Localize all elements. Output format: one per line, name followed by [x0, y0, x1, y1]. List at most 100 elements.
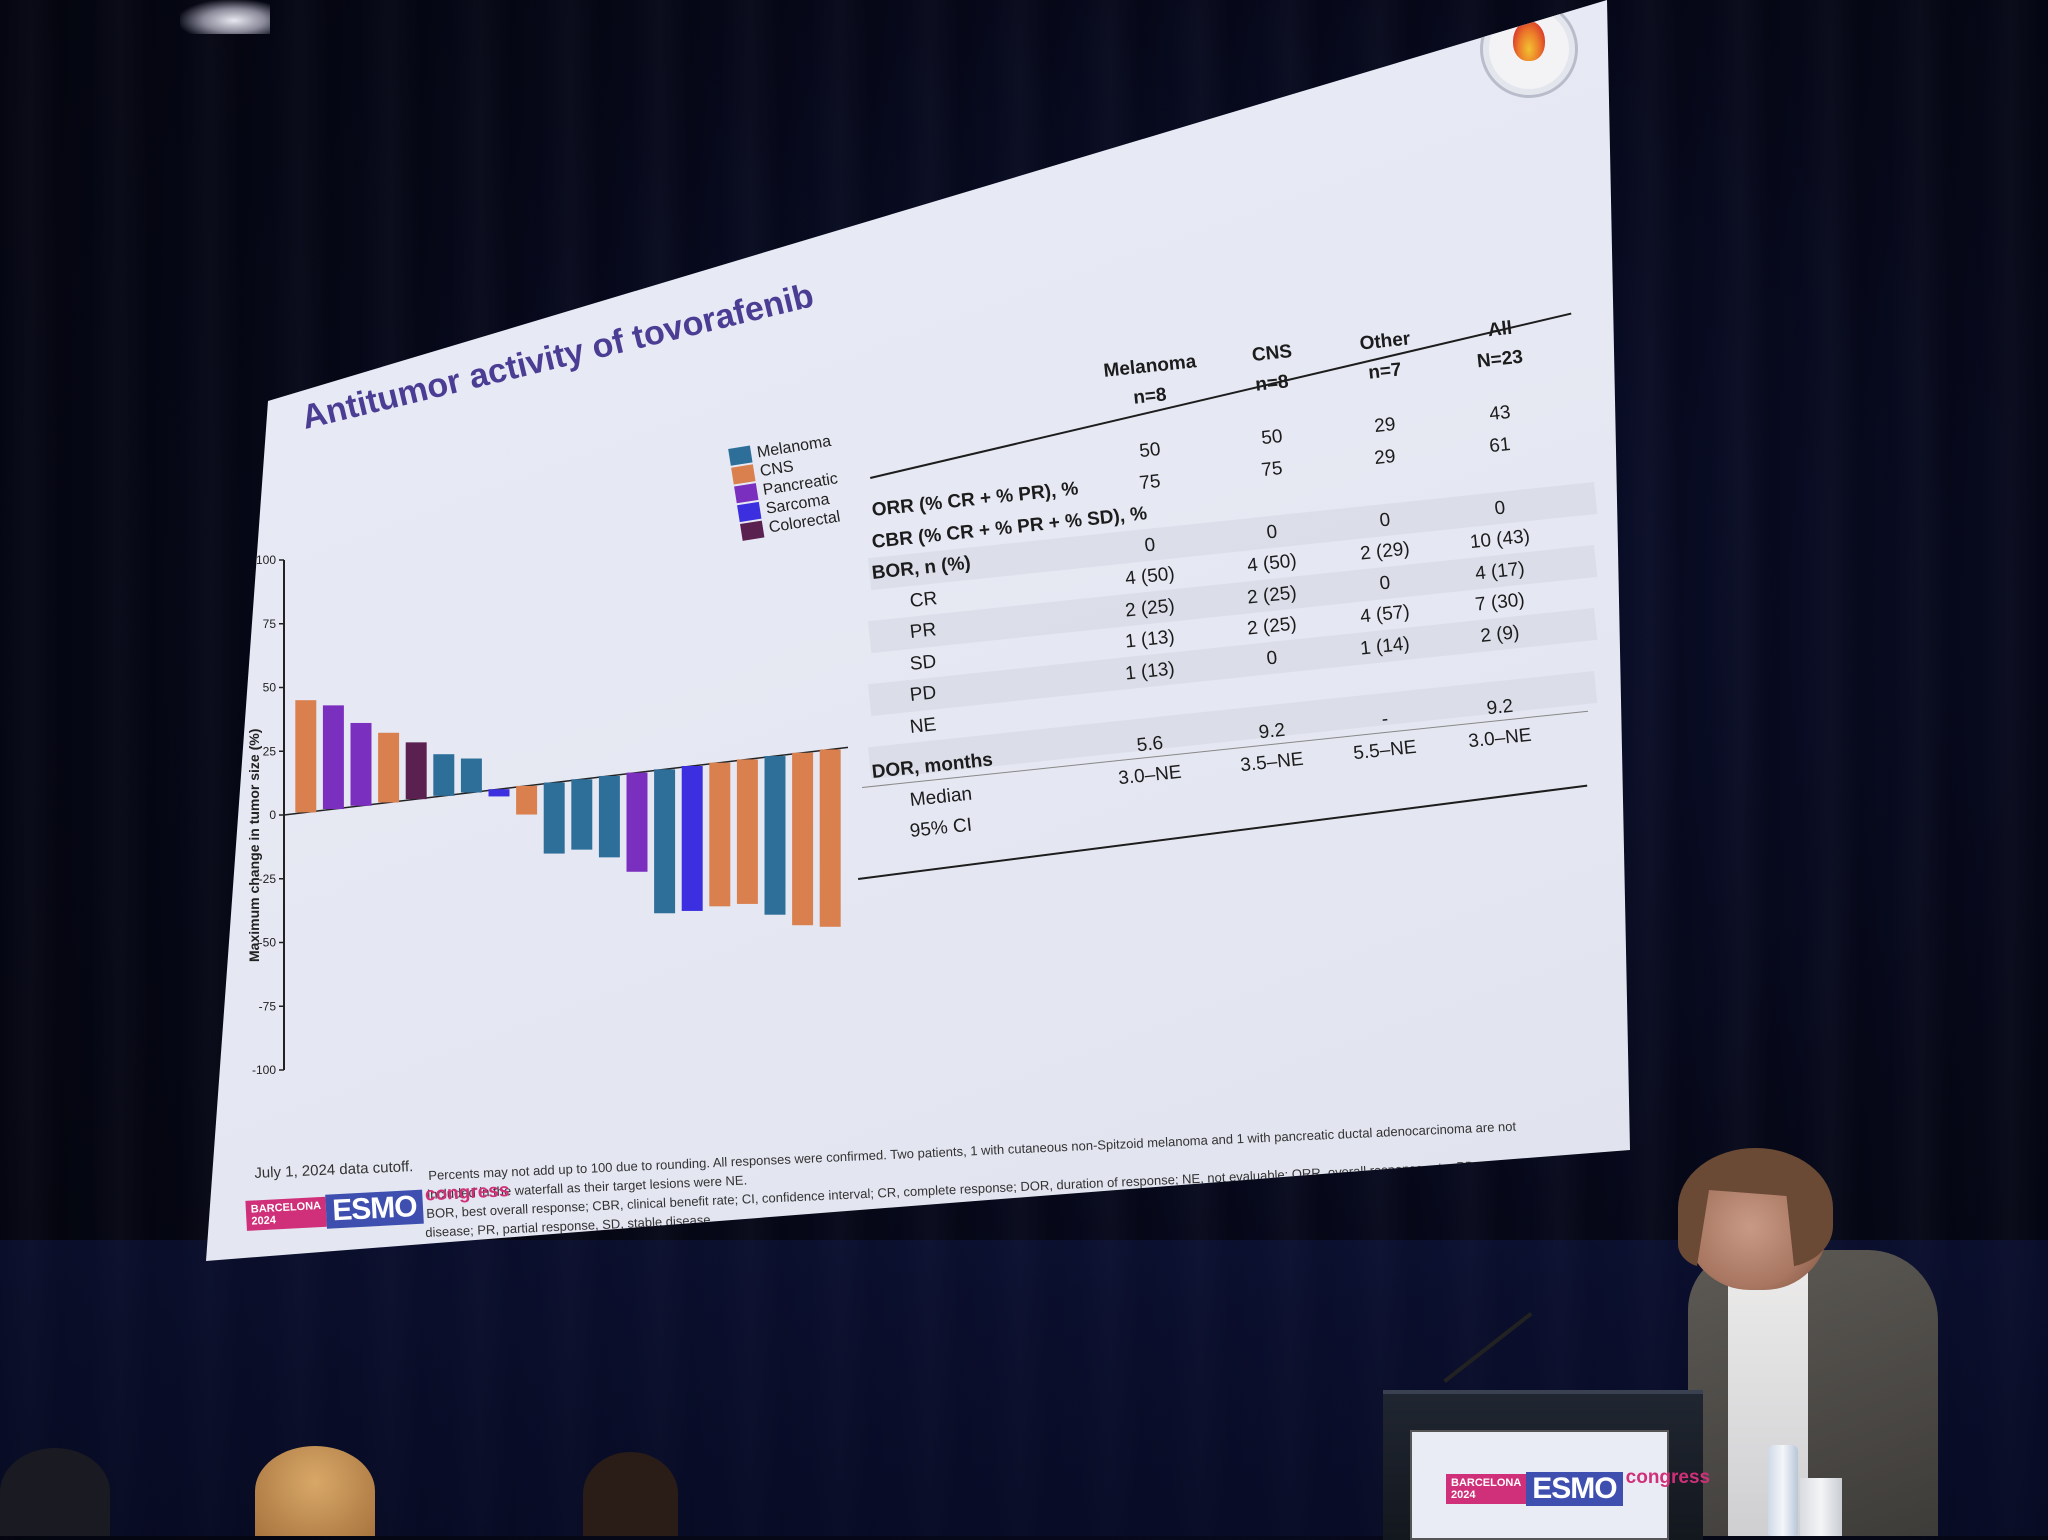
row-label: SD [908, 650, 938, 675]
y-tick-label: -50 [259, 936, 277, 950]
row-label: PR [908, 619, 938, 644]
column-header: Melanoma [1102, 351, 1198, 382]
y-tick-label: 75 [263, 617, 277, 631]
legend-swatch [728, 445, 753, 466]
column-n: n=8 [1132, 384, 1168, 409]
table-cell: 2 (25) [1124, 594, 1176, 622]
table-cell: 3.0–NE [1467, 724, 1533, 753]
table-cell: 4 (50) [1124, 563, 1176, 590]
table-top-rule [870, 312, 1572, 479]
ceiling-lamp [180, 0, 270, 34]
y-tick-label: -75 [259, 999, 277, 1013]
column-n: n=8 [1254, 371, 1290, 396]
table-cell: 1 (13) [1124, 626, 1176, 653]
table-cell: 75 [1260, 457, 1284, 481]
table-cell: 10 (43) [1468, 526, 1531, 554]
legend-swatch [740, 520, 765, 541]
column-header: CNS [1250, 341, 1293, 367]
waterfall-bar [571, 779, 593, 850]
table-row-band [867, 671, 1598, 779]
table-cell: 43 [1488, 402, 1512, 426]
table-cell: 1 (13) [1124, 657, 1176, 685]
table-cell: 2 (25) [1246, 582, 1298, 609]
table-cell: 5.6 [1135, 732, 1165, 756]
table-cell: 4 (17) [1474, 558, 1526, 585]
legend-swatch [737, 501, 762, 523]
audience-head-2 [255, 1446, 375, 1536]
table-cell: 2 (25) [1246, 613, 1298, 640]
waterfall-bar [709, 762, 731, 907]
waterfall-bar [764, 756, 786, 915]
chart-legend: Melanoma CNS Pancreatic Sarcoma Colorectal [728, 432, 845, 542]
table-cell: 29 [1373, 445, 1397, 469]
waterfall-bar [488, 789, 510, 797]
table-cell: 0 [1493, 497, 1507, 520]
row-label: BOR, n (%) [870, 552, 972, 584]
waterfall-bar [598, 775, 620, 858]
podium-esmo-logo: BARCELONA 2024 ESMO congress [1446, 1467, 1710, 1506]
water-bottle [1768, 1445, 1798, 1536]
table-cell: 7 (30) [1474, 589, 1526, 616]
column-n: N=23 [1475, 346, 1524, 373]
waterfall-bar [322, 705, 344, 810]
table-mid-rule [862, 710, 1589, 788]
waterfall-bar [819, 749, 841, 927]
table-cell: 3.5–NE [1239, 748, 1305, 777]
table-row-band [867, 482, 1598, 590]
table-cell: 75 [1138, 470, 1162, 494]
row-label: 95% CI [908, 814, 974, 843]
y-tick-label: -100 [252, 1063, 276, 1077]
esmo-mark: ESMO [325, 1189, 424, 1229]
y-tick-label: -25 [259, 872, 277, 886]
row-label: PD [908, 682, 938, 707]
table-cell: 1 (14) [1359, 633, 1411, 660]
waterfall-bar [792, 752, 814, 926]
table-cell: 9.2 [1257, 719, 1287, 743]
y-tick-label: 50 [263, 681, 277, 695]
waterfall-bar [460, 758, 482, 793]
podium-esmo-city-year: 2024 [1451, 1489, 1476, 1501]
waterfall-bar [681, 766, 703, 911]
podium-screen: BARCELONA 2024 ESMO congress [1410, 1430, 1710, 1540]
table-cell: 61 [1488, 433, 1512, 457]
waterfall-bar [543, 782, 565, 854]
esmo-city-year: 2024 [251, 1214, 277, 1228]
table-cell: 4 (57) [1359, 601, 1411, 628]
table-cell: 0 [1265, 647, 1279, 670]
row-label: CBR (% CR + % PR + % SD), % [870, 502, 1149, 553]
table-cell: 4 (50) [1246, 550, 1298, 577]
zero-baseline [283, 746, 849, 816]
row-label: ORR (% CR + % PR), % [870, 478, 1080, 521]
table-cell: 0 [1378, 509, 1392, 532]
data-cutoff-note: July 1, 2024 data cutoff. [254, 1158, 414, 1182]
legend-swatch [734, 483, 759, 504]
podium-esmo-congress: congress [1625, 1467, 1711, 1488]
table-cell: 0 [1378, 572, 1392, 595]
column-n: n=7 [1367, 359, 1403, 384]
waterfall-chart: 100 75 50 25 0 -25 -50 -75 -100 [252, 553, 849, 1077]
waterfall-bar [516, 785, 538, 815]
row-label: Median [908, 783, 974, 811]
legend-swatch [731, 464, 756, 485]
column-header: Other [1358, 328, 1412, 355]
row-label: DOR, months [870, 749, 994, 783]
podium-esmo-city: BARCELONA 2024 [1446, 1474, 1527, 1504]
table-cell: 50 [1260, 426, 1284, 450]
table-cell: 0 [1265, 521, 1279, 544]
flame-icon [1513, 21, 1545, 61]
waterfall-bar [350, 722, 372, 806]
y-tick-label: 0 [269, 808, 276, 822]
table-cell: 9.2 [1485, 695, 1515, 720]
table-cell: 2 (29) [1359, 538, 1411, 565]
waterfall-bar [295, 700, 317, 813]
table-bottom-rule [858, 784, 1588, 880]
y-tick-label: 100 [256, 553, 276, 567]
esmo-congress: congress [424, 1180, 510, 1206]
waterfall-bar [626, 772, 648, 872]
audience-head-3 [583, 1452, 678, 1536]
waterfall-bar [378, 732, 400, 803]
row-label: NE [908, 713, 938, 738]
table-cell: 50 [1138, 438, 1162, 463]
table-cell: 29 [1373, 414, 1397, 438]
waterfall-bar [405, 742, 427, 800]
